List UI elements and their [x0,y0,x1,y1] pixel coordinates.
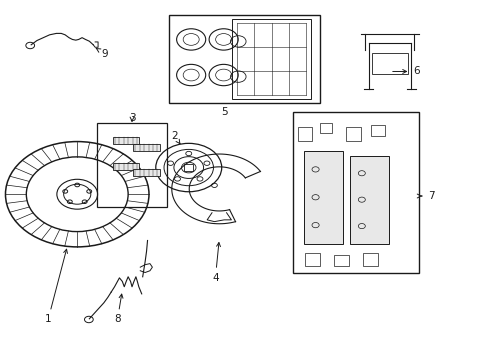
Bar [112,137,139,144]
Bar [370,125,385,136]
Text: 4: 4 [212,243,220,283]
Bar [297,127,312,141]
Bar [305,253,319,266]
Text: 7: 7 [416,191,433,201]
Bar [169,14,319,103]
Bar [97,123,166,207]
Text: 6: 6 [392,67,419,76]
Bar [333,256,348,266]
Bar [133,169,159,176]
Bar [292,112,418,273]
Text: 8: 8 [114,294,122,324]
Text: 2: 2 [170,131,180,144]
Bar [363,253,377,266]
Text: 5: 5 [221,107,227,117]
Text: 9: 9 [96,48,108,59]
Bar [303,151,343,244]
Bar [319,122,331,133]
Bar [346,127,360,141]
Bar [112,163,139,170]
Bar [232,19,310,99]
Bar [349,156,388,244]
Bar [371,53,407,75]
Text: 3: 3 [128,113,135,123]
Text: 1: 1 [45,249,67,324]
Bar [184,165,193,171]
Bar [133,144,159,151]
